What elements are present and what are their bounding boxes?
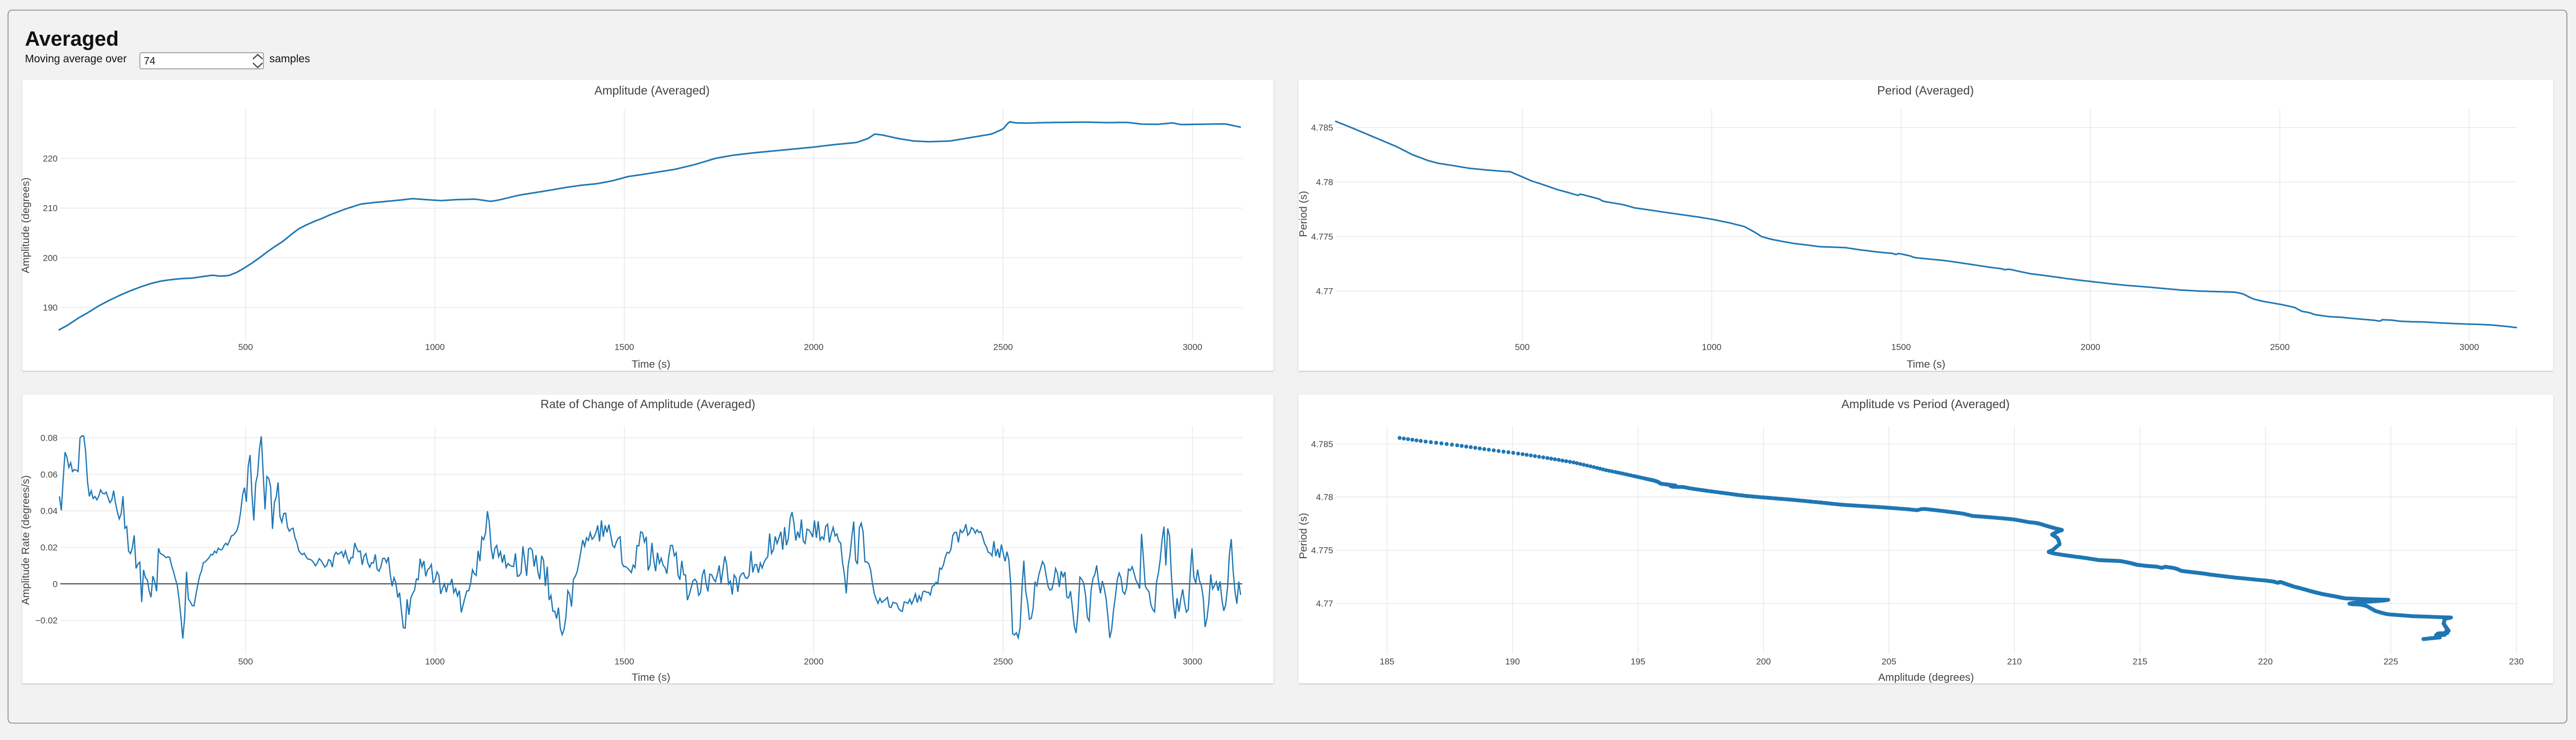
svg-text:2500: 2500 (993, 657, 1013, 667)
svg-text:Amplitude (degrees): Amplitude (degrees) (1878, 671, 1974, 683)
svg-text:3000: 3000 (2459, 342, 2479, 352)
svg-text:500: 500 (238, 342, 253, 352)
svg-text:4.785: 4.785 (1311, 439, 1333, 449)
svg-text:Time (s): Time (s) (632, 671, 670, 683)
svg-text:0.04: 0.04 (40, 506, 58, 516)
svg-text:0.06: 0.06 (40, 469, 58, 479)
svg-text:4.77: 4.77 (1316, 287, 1333, 297)
svg-text:samples: samples (269, 53, 310, 65)
svg-text:0.08: 0.08 (40, 433, 58, 443)
svg-text:1500: 1500 (615, 342, 634, 352)
svg-text:205: 205 (1881, 657, 1896, 667)
svg-text:0.02: 0.02 (40, 543, 58, 553)
svg-text:Amplitude (degrees): Amplitude (degrees) (20, 178, 32, 274)
svg-text:3000: 3000 (1183, 342, 1202, 352)
svg-text:4.775: 4.775 (1311, 232, 1333, 242)
svg-text:220: 220 (43, 154, 58, 164)
svg-text:0: 0 (53, 579, 58, 589)
svg-text:Rate of Change of Amplitude (A: Rate of Change of Amplitude (Averaged) (540, 397, 755, 411)
svg-text:500: 500 (238, 657, 253, 667)
svg-text:Period (s): Period (s) (1297, 191, 1309, 237)
svg-text:1000: 1000 (425, 342, 445, 352)
svg-text:200: 200 (1756, 657, 1771, 667)
svg-text:Period (s): Period (s) (1297, 513, 1309, 559)
svg-text:225: 225 (2383, 657, 2398, 667)
svg-text:4.78: 4.78 (1316, 178, 1333, 187)
svg-text:4.78: 4.78 (1316, 492, 1333, 502)
svg-text:210: 210 (2007, 657, 2022, 667)
svg-text:190: 190 (43, 303, 58, 313)
svg-text:220: 220 (2258, 657, 2273, 667)
svg-text:2500: 2500 (993, 342, 1013, 352)
svg-text:Period (Averaged): Period (Averaged) (1877, 84, 1974, 97)
svg-text:195: 195 (1631, 657, 1645, 667)
svg-text:210: 210 (43, 204, 58, 213)
svg-text:2000: 2000 (804, 342, 823, 352)
svg-text:2000: 2000 (804, 657, 823, 667)
svg-text:230: 230 (2509, 657, 2524, 667)
svg-text:200: 200 (43, 253, 58, 263)
svg-text:500: 500 (1515, 342, 1529, 352)
svg-text:74: 74 (144, 56, 155, 67)
svg-text:2500: 2500 (2270, 342, 2290, 352)
svg-text:Time (s): Time (s) (632, 358, 670, 370)
svg-text:185: 185 (1380, 657, 1394, 667)
svg-text:190: 190 (1505, 657, 1520, 667)
svg-text:2000: 2000 (2081, 342, 2100, 352)
svg-text:1000: 1000 (425, 657, 445, 667)
svg-text:1500: 1500 (615, 657, 634, 667)
svg-text:Time (s): Time (s) (1907, 358, 1945, 370)
svg-text:Amplitude (Averaged): Amplitude (Averaged) (594, 84, 710, 97)
svg-text:1000: 1000 (1702, 342, 1721, 352)
svg-text:Amplitude vs Period (Averaged): Amplitude vs Period (Averaged) (1841, 397, 2010, 411)
svg-text:4.77: 4.77 (1316, 599, 1333, 609)
svg-text:4.785: 4.785 (1311, 123, 1333, 133)
svg-text:3000: 3000 (1183, 657, 1202, 667)
svg-text:1500: 1500 (1891, 342, 1911, 352)
svg-text:Averaged: Averaged (25, 28, 119, 50)
svg-text:215: 215 (2133, 657, 2147, 667)
svg-text:4.775: 4.775 (1311, 546, 1333, 556)
svg-text:Moving average over: Moving average over (25, 53, 127, 65)
svg-text:Amplitude Rate (degrees/s): Amplitude Rate (degrees/s) (20, 475, 32, 605)
svg-text:−0.02: −0.02 (35, 616, 58, 626)
